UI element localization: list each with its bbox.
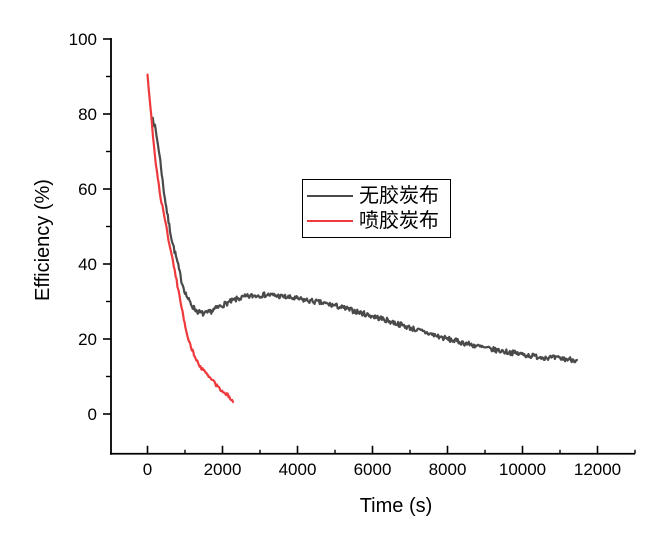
x-tick-label: 8000	[429, 460, 467, 479]
x-tick-label: 12000	[574, 460, 621, 479]
legend-entry-no-glue: 无胶炭布	[307, 185, 448, 207]
y-tick-label: 100	[69, 30, 97, 49]
x-tick-label: 0	[143, 460, 152, 479]
legend-label-no-glue: 无胶炭布	[359, 184, 439, 207]
x-tick-label: 6000	[354, 460, 392, 479]
data-series	[146, 73, 578, 404]
x-axis-title: Time (s)	[360, 495, 433, 517]
legend-entry-sprayed-glue: 喷胶炭布	[307, 210, 448, 232]
legend-line-sample-red	[307, 220, 353, 223]
y-tick-label: 60	[78, 180, 97, 199]
y-axis-title: Efficiency (%)	[32, 179, 54, 301]
legend-line-sample-black	[307, 194, 353, 197]
y-tick-label: 0	[88, 405, 97, 424]
series-line-1	[146, 73, 235, 404]
y-tick-label: 20	[78, 330, 97, 349]
y-tick-label: 40	[78, 255, 97, 274]
axes: 0 2000 4000 6000 8000 10000 12000 0 20 40 60 80 100	[69, 30, 636, 479]
legend: 无胶炭布 喷胶炭布	[302, 179, 451, 238]
x-tick-label: 4000	[279, 460, 317, 479]
series-line-0	[151, 116, 578, 364]
y-tick-label: 80	[78, 105, 97, 124]
x-tick-label: 2000	[204, 460, 242, 479]
legend-label-sprayed-glue: 喷胶炭布	[359, 210, 439, 233]
x-tick-label: 10000	[499, 460, 546, 479]
